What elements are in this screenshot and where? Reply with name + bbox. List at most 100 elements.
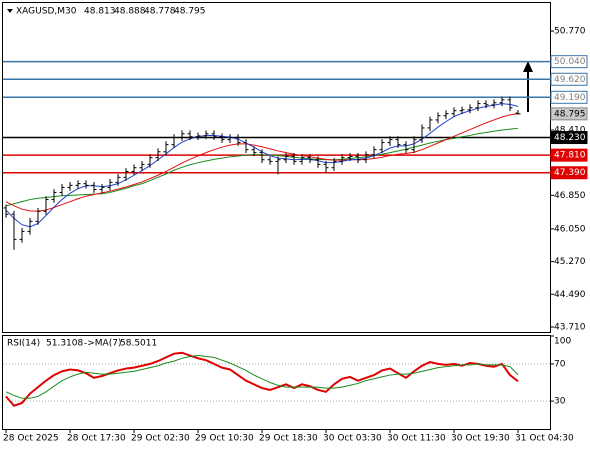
ohlc-bar bbox=[507, 96, 513, 112]
ohlc-bar bbox=[435, 112, 441, 124]
ohlc-bar bbox=[3, 204, 9, 218]
annotation-arrow bbox=[523, 61, 533, 112]
current-price-label: 48.795 bbox=[554, 109, 586, 119]
ohlc-bar bbox=[363, 151, 369, 164]
ohlc-bar bbox=[411, 136, 417, 154]
indicator-line bbox=[5, 127, 519, 207]
y-tick-label: 30 bbox=[554, 397, 566, 407]
y-tick-label: 43.710 bbox=[554, 322, 586, 332]
ohlc-bar bbox=[419, 124, 425, 143]
ohlc-bar bbox=[107, 179, 113, 191]
ohlc-bar bbox=[483, 100, 489, 109]
level-label: 47.810 bbox=[554, 151, 586, 161]
ohlc-bar bbox=[299, 154, 305, 165]
ohlc-bar bbox=[251, 146, 257, 156]
ohlc-bar bbox=[467, 104, 473, 114]
rsi-title: RSI(14) bbox=[7, 339, 40, 349]
price-panel-frame bbox=[2, 2, 551, 333]
y-tick-label: 100 bbox=[554, 337, 571, 347]
header-open: 48.813 bbox=[84, 7, 116, 17]
ohlc-bar bbox=[259, 149, 265, 164]
ohlc-bar bbox=[211, 130, 217, 141]
symbol-title: XAGUSD,M30 bbox=[16, 7, 77, 17]
x-tick-label: 30 Oct 19:30 bbox=[451, 434, 510, 444]
ohlc-bar bbox=[347, 153, 353, 162]
ohlc-bar bbox=[19, 228, 25, 243]
level-label-box bbox=[550, 90, 588, 104]
ohlc-bar bbox=[443, 110, 449, 120]
ohlc-bar bbox=[187, 130, 193, 141]
ohlc-bar bbox=[35, 207, 41, 225]
x-tick-label: 29 Oct 10:30 bbox=[195, 434, 254, 444]
ohlc-bar bbox=[123, 168, 129, 181]
ohlc-bar bbox=[59, 184, 65, 196]
ohlc-bar bbox=[491, 99, 497, 109]
ohlc-bar bbox=[43, 196, 49, 215]
level-label-box bbox=[550, 55, 588, 69]
level-label: 50.040 bbox=[554, 57, 586, 67]
ohlc-bar bbox=[11, 210, 17, 250]
ohlc-bar bbox=[163, 141, 169, 156]
ohlc-bar bbox=[499, 96, 505, 107]
level-label-box bbox=[550, 72, 588, 86]
ohlc-bar bbox=[331, 158, 337, 172]
ohlc-bar bbox=[99, 184, 105, 193]
ohlc-bar bbox=[459, 106, 465, 115]
ohlc-bar bbox=[179, 130, 185, 141]
ohlc-bar bbox=[203, 130, 209, 140]
y-tick-label: 46.050 bbox=[554, 224, 586, 234]
ohlc-bar bbox=[51, 189, 57, 203]
ohlc-bar bbox=[275, 156, 281, 175]
ohlc-bar bbox=[83, 180, 89, 189]
x-tick-label: 29 Oct 02:30 bbox=[131, 434, 190, 444]
x-tick-label: 30 Oct 11:30 bbox=[387, 434, 446, 444]
ohlc-bar bbox=[243, 139, 249, 154]
ohlc-bar bbox=[307, 154, 313, 164]
ohlc-bar bbox=[75, 180, 81, 189]
ohlc-bar bbox=[131, 164, 137, 175]
x-tick-label: 28 Oct 17:30 bbox=[67, 434, 126, 444]
indicator-line bbox=[5, 351, 519, 407]
ohlc-bar bbox=[323, 161, 329, 174]
ohlc-bar bbox=[427, 116, 433, 132]
ohlc-bar bbox=[339, 154, 345, 165]
ohlc-bar bbox=[219, 133, 225, 143]
x-tick-label: 31 Oct 04:30 bbox=[515, 434, 574, 444]
ohlc-bar bbox=[451, 107, 457, 117]
ohlc-bar bbox=[291, 153, 297, 165]
ohlc-bar bbox=[515, 109, 521, 115]
ohlc-bar bbox=[227, 134, 233, 143]
level-label: 49.620 bbox=[554, 75, 586, 85]
level-label: 47.390 bbox=[554, 168, 586, 178]
ohlc-bar bbox=[395, 136, 401, 149]
ohlc-bar bbox=[403, 141, 409, 154]
ohlc-bar bbox=[267, 156, 273, 165]
rsi-ma-value: 58.5011 bbox=[120, 339, 157, 349]
x-tick-label: 29 Oct 18:30 bbox=[259, 434, 318, 444]
indicator-line bbox=[5, 103, 519, 228]
ohlc-bar bbox=[91, 181, 97, 193]
ohlc-bar bbox=[379, 139, 385, 154]
y-tick-label: 44.490 bbox=[554, 290, 586, 300]
x-tick-label: 30 Oct 03:30 bbox=[323, 434, 382, 444]
rsi-panel-frame bbox=[2, 335, 551, 430]
ohlc-bar bbox=[139, 161, 145, 172]
panel-toggle bbox=[7, 9, 13, 13]
ohlc-bar bbox=[147, 154, 153, 168]
indicator-line bbox=[5, 113, 519, 212]
level-label: 48.230 bbox=[554, 133, 586, 143]
level-label: 49.190 bbox=[554, 93, 586, 103]
indicator-line bbox=[5, 355, 519, 399]
ohlc-bar bbox=[115, 173, 121, 186]
ohlc-bar bbox=[387, 136, 393, 146]
x-tick-label: 28 Oct 2025 bbox=[3, 434, 59, 444]
ohlc-bar bbox=[195, 132, 201, 141]
y-tick-label: 48.410 bbox=[554, 125, 586, 135]
header-low: 48.778 bbox=[144, 7, 176, 17]
level-label-box bbox=[550, 166, 588, 180]
ohlc-bar bbox=[315, 156, 321, 168]
header-close: 48.795 bbox=[174, 7, 206, 17]
ohlc-bar bbox=[235, 134, 241, 146]
y-tick-label: 46.850 bbox=[554, 191, 586, 201]
ohlc-bar bbox=[371, 146, 377, 159]
